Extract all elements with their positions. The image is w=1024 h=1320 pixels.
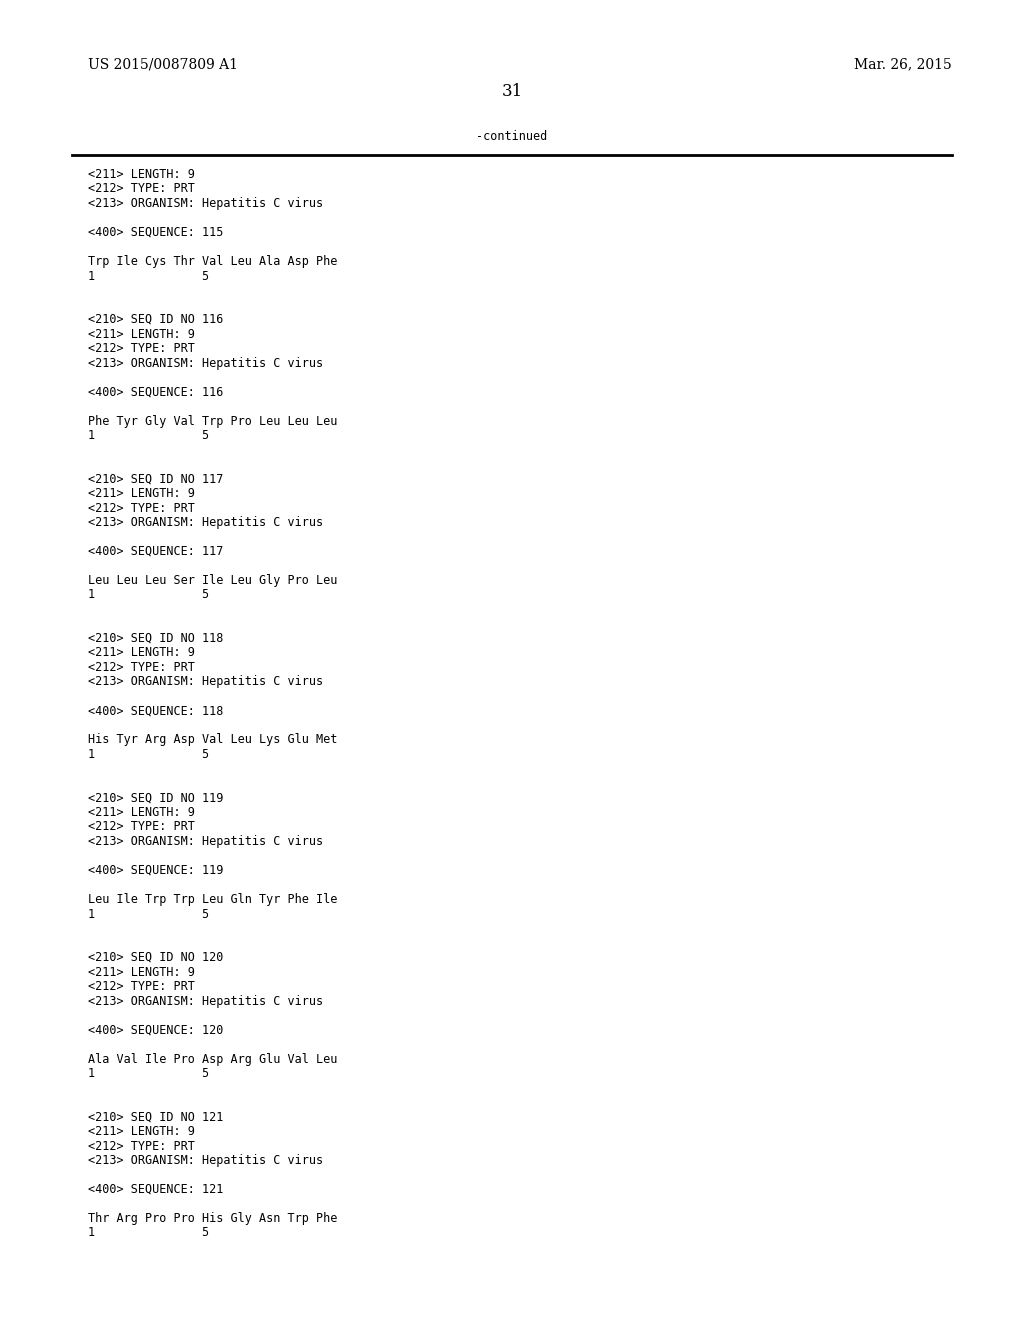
Text: Leu Leu Leu Ser Ile Leu Gly Pro Leu: Leu Leu Leu Ser Ile Leu Gly Pro Leu xyxy=(88,574,337,587)
Text: <400> SEQUENCE: 118: <400> SEQUENCE: 118 xyxy=(88,705,223,718)
Text: <211> LENGTH: 9: <211> LENGTH: 9 xyxy=(88,807,195,818)
Text: <211> LENGTH: 9: <211> LENGTH: 9 xyxy=(88,647,195,660)
Text: <210> SEQ ID NO 119: <210> SEQ ID NO 119 xyxy=(88,792,223,804)
Text: <210> SEQ ID NO 120: <210> SEQ ID NO 120 xyxy=(88,950,223,964)
Text: <212> TYPE: PRT: <212> TYPE: PRT xyxy=(88,821,195,833)
Text: <400> SEQUENCE: 117: <400> SEQUENCE: 117 xyxy=(88,545,223,558)
Text: <400> SEQUENCE: 120: <400> SEQUENCE: 120 xyxy=(88,1023,223,1036)
Text: <213> ORGANISM: Hepatitis C virus: <213> ORGANISM: Hepatitis C virus xyxy=(88,676,324,689)
Text: Leu Ile Trp Trp Leu Gln Tyr Phe Ile: Leu Ile Trp Trp Leu Gln Tyr Phe Ile xyxy=(88,894,337,906)
Text: <213> ORGANISM: Hepatitis C virus: <213> ORGANISM: Hepatitis C virus xyxy=(88,994,324,1007)
Text: <213> ORGANISM: Hepatitis C virus: <213> ORGANISM: Hepatitis C virus xyxy=(88,356,324,370)
Text: 31: 31 xyxy=(502,83,522,100)
Text: Thr Arg Pro Pro His Gly Asn Trp Phe: Thr Arg Pro Pro His Gly Asn Trp Phe xyxy=(88,1212,337,1225)
Text: <211> LENGTH: 9: <211> LENGTH: 9 xyxy=(88,487,195,500)
Text: 1               5: 1 5 xyxy=(88,748,209,762)
Text: -continued: -continued xyxy=(476,129,548,143)
Text: <213> ORGANISM: Hepatitis C virus: <213> ORGANISM: Hepatitis C virus xyxy=(88,836,324,847)
Text: <212> TYPE: PRT: <212> TYPE: PRT xyxy=(88,1139,195,1152)
Text: <212> TYPE: PRT: <212> TYPE: PRT xyxy=(88,979,195,993)
Text: 1               5: 1 5 xyxy=(88,429,209,442)
Text: <211> LENGTH: 9: <211> LENGTH: 9 xyxy=(88,168,195,181)
Text: <210> SEQ ID NO 117: <210> SEQ ID NO 117 xyxy=(88,473,223,486)
Text: <210> SEQ ID NO 118: <210> SEQ ID NO 118 xyxy=(88,632,223,645)
Text: 1               5: 1 5 xyxy=(88,589,209,602)
Text: <211> LENGTH: 9: <211> LENGTH: 9 xyxy=(88,327,195,341)
Text: 1               5: 1 5 xyxy=(88,1067,209,1080)
Text: 1               5: 1 5 xyxy=(88,908,209,920)
Text: 1               5: 1 5 xyxy=(88,1226,209,1239)
Text: <212> TYPE: PRT: <212> TYPE: PRT xyxy=(88,182,195,195)
Text: <400> SEQUENCE: 121: <400> SEQUENCE: 121 xyxy=(88,1183,223,1196)
Text: <213> ORGANISM: Hepatitis C virus: <213> ORGANISM: Hepatitis C virus xyxy=(88,1154,324,1167)
Text: Ala Val Ile Pro Asp Arg Glu Val Leu: Ala Val Ile Pro Asp Arg Glu Val Leu xyxy=(88,1052,337,1065)
Text: <212> TYPE: PRT: <212> TYPE: PRT xyxy=(88,342,195,355)
Text: Mar. 26, 2015: Mar. 26, 2015 xyxy=(854,57,952,71)
Text: Trp Ile Cys Thr Val Leu Ala Asp Phe: Trp Ile Cys Thr Val Leu Ala Asp Phe xyxy=(88,255,337,268)
Text: <213> ORGANISM: Hepatitis C virus: <213> ORGANISM: Hepatitis C virus xyxy=(88,197,324,210)
Text: <400> SEQUENCE: 115: <400> SEQUENCE: 115 xyxy=(88,226,223,239)
Text: <211> LENGTH: 9: <211> LENGTH: 9 xyxy=(88,1125,195,1138)
Text: <212> TYPE: PRT: <212> TYPE: PRT xyxy=(88,502,195,515)
Text: <212> TYPE: PRT: <212> TYPE: PRT xyxy=(88,661,195,675)
Text: <210> SEQ ID NO 121: <210> SEQ ID NO 121 xyxy=(88,1110,223,1123)
Text: <213> ORGANISM: Hepatitis C virus: <213> ORGANISM: Hepatitis C virus xyxy=(88,516,324,529)
Text: <210> SEQ ID NO 116: <210> SEQ ID NO 116 xyxy=(88,313,223,326)
Text: <400> SEQUENCE: 116: <400> SEQUENCE: 116 xyxy=(88,385,223,399)
Text: Phe Tyr Gly Val Trp Pro Leu Leu Leu: Phe Tyr Gly Val Trp Pro Leu Leu Leu xyxy=(88,414,337,428)
Text: <400> SEQUENCE: 119: <400> SEQUENCE: 119 xyxy=(88,865,223,876)
Text: US 2015/0087809 A1: US 2015/0087809 A1 xyxy=(88,57,238,71)
Text: <211> LENGTH: 9: <211> LENGTH: 9 xyxy=(88,965,195,978)
Text: 1               5: 1 5 xyxy=(88,269,209,282)
Text: His Tyr Arg Asp Val Leu Lys Glu Met: His Tyr Arg Asp Val Leu Lys Glu Met xyxy=(88,734,337,747)
